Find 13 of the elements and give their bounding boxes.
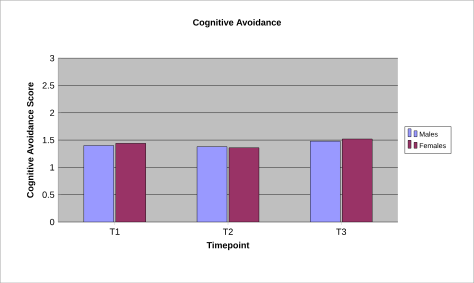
x-tick-label: T3 <box>336 228 346 235</box>
y-tick-label: 2.5 <box>42 82 54 89</box>
x-tick-label: T2 <box>222 228 233 235</box>
y-tick-label: 0 <box>50 218 54 226</box>
y-axis-title: Cognitive Avoidance Score <box>26 82 36 198</box>
x-axis-title: Timepoint <box>206 242 250 250</box>
y-tick-label: 1 <box>50 164 54 170</box>
y-tick-label: 0.5 <box>42 191 54 198</box>
y-tick-label: 2 <box>50 110 54 116</box>
chart-title: Cognitive Avoidance <box>193 18 282 28</box>
x-tick-label: T1 <box>110 228 120 235</box>
y-tick-label: 1.5 <box>42 136 54 144</box>
y-tick-label: 3 <box>50 54 54 62</box>
